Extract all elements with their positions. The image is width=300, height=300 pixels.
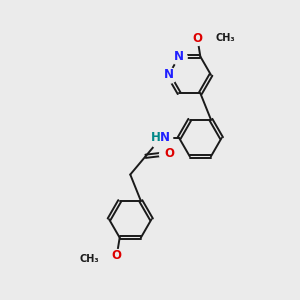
Text: CH₃: CH₃ — [216, 33, 236, 43]
Text: O: O — [112, 249, 122, 262]
Text: O: O — [192, 32, 203, 45]
Text: N: N — [164, 68, 174, 81]
Text: O: O — [164, 147, 174, 161]
Text: CH₃: CH₃ — [80, 254, 99, 264]
Text: N: N — [174, 50, 184, 63]
Text: H: H — [151, 130, 160, 144]
Text: N: N — [159, 130, 170, 144]
